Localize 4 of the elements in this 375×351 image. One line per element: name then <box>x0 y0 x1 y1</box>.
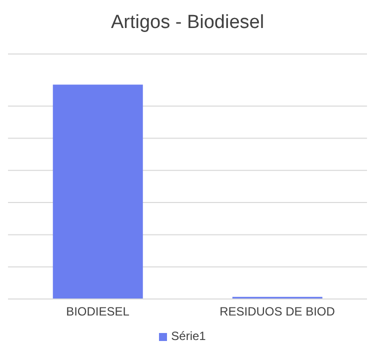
x-tick-label: RESIDUOS DE BIOD <box>220 304 336 319</box>
x-tick-label: BIODIESEL <box>66 304 130 319</box>
chart-title: Artigos - Biodiesel <box>110 11 266 35</box>
legend-label: Série1 <box>171 329 206 343</box>
